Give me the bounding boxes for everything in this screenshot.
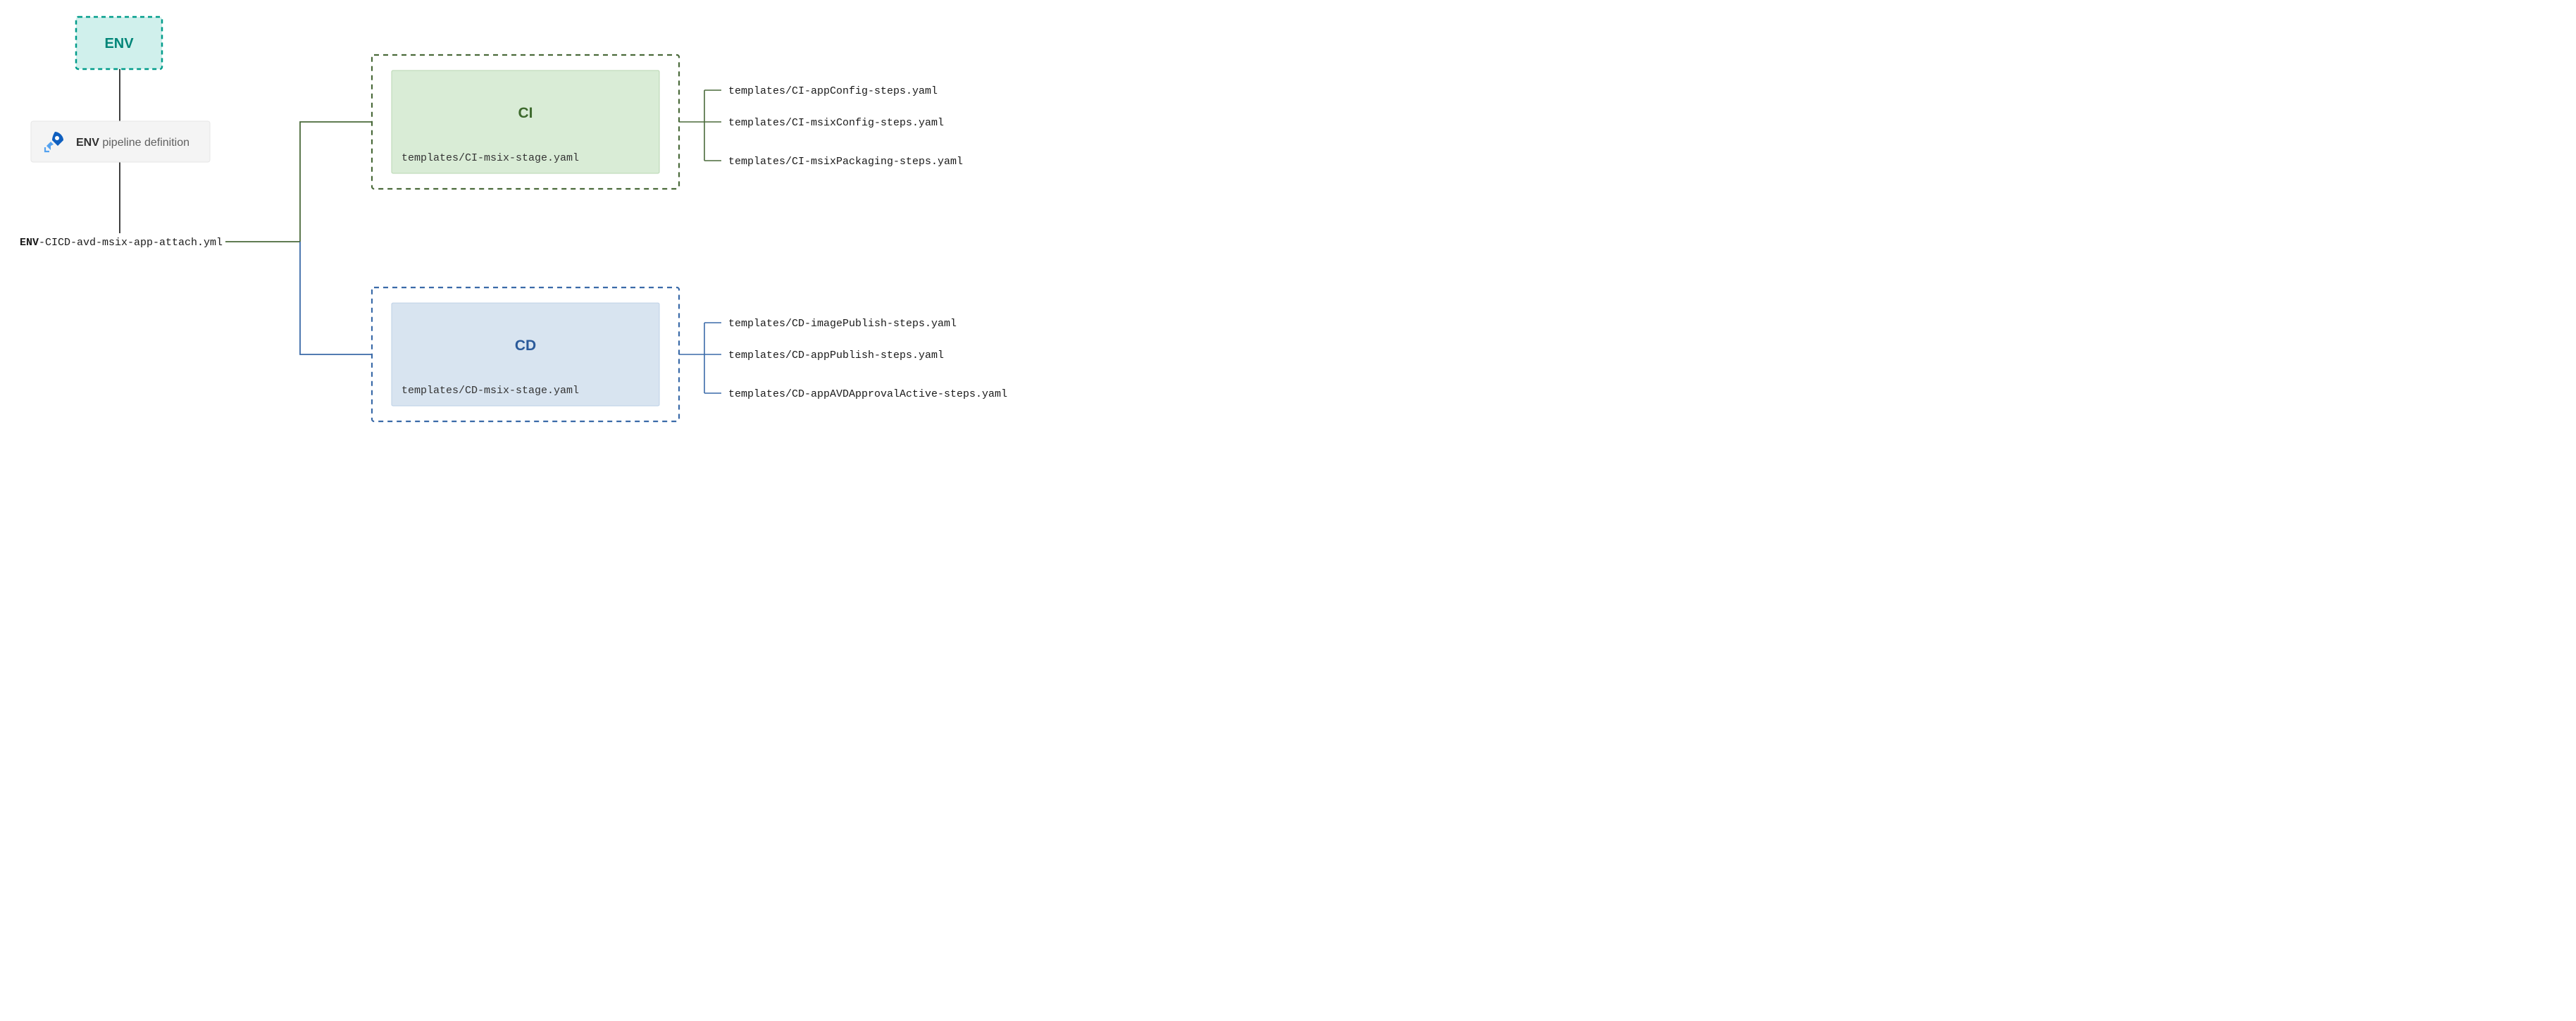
cd-step-label: templates/CD-imagePublish-steps.yaml xyxy=(728,318,957,330)
pipeline-diagram: ENV ENV pipeline definition ENV-CICD-avd-m… xyxy=(0,0,1074,426)
ci-step-label: templates/CI-msixPackaging-steps.yaml xyxy=(728,156,963,168)
cd-step-label: templates/CD-appPublish-steps.yaml xyxy=(728,349,944,361)
cd-step-label: templates/CD-appAVDApprovalActive-steps.… xyxy=(728,388,1007,400)
cd-stage-title: CD xyxy=(515,338,536,354)
yaml-filename: ENV-CICD-avd-msix-app-attach.yml xyxy=(20,237,223,249)
ci-stage-title: CI xyxy=(518,105,533,121)
cd-stage-template: templates/CD-msix-stage.yaml xyxy=(402,385,579,397)
ci-stage-template: templates/CI-msix-stage.yaml xyxy=(402,152,579,164)
ci-step-label: templates/CI-appConfig-steps.yaml xyxy=(728,85,938,97)
pipeline-definition-box: ENV pipeline definition xyxy=(31,121,210,162)
diagram-root: ENV ENV pipeline definition ENV-CICD-avd-m… xyxy=(0,0,2576,426)
env-label: ENV xyxy=(104,36,134,51)
env-box: ENV xyxy=(76,17,162,69)
pipeline-definition-label: ENV pipeline definition xyxy=(76,137,189,149)
ci-step-label: templates/CI-msixConfig-steps.yaml xyxy=(728,117,944,129)
